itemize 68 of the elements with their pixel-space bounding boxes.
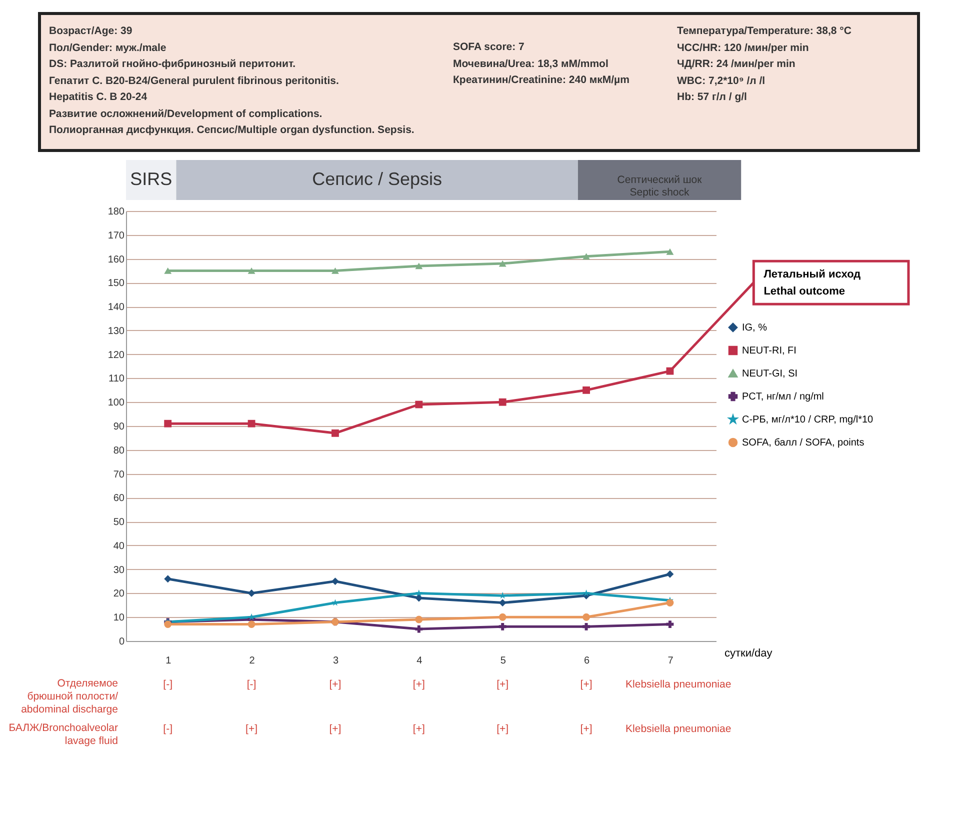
y-tick-label: 30 [113,564,125,576]
y-tick-label: 180 [108,206,125,218]
text: [+] [580,722,592,735]
text: [+] [329,722,342,735]
y-tick-label: 160 [108,254,125,266]
x-tick-label: 7 [668,656,674,666]
y-tick-label: 70 [113,469,125,480]
text: SOFA score: 7 [453,40,526,55]
text: SIRS [130,169,172,189]
text: [-] [163,722,173,735]
y-tick-label: 10 [113,612,125,624]
text: Klebsiella pneumoniae [626,678,732,690]
text: Температура/Temperature: 38,8 °C [677,24,852,39]
annotation: Летальный исход Lethal outcome [764,268,861,298]
text: [+] [412,722,425,735]
x-tick-label: 3 [332,656,339,666]
text: ЧСС/HR: 120 /мин/per min [677,40,810,56]
text: ЧД/RR: 24 /мин/per min [677,57,796,72]
text: DS: Разлитой гнойно-фибринозный перитонит. [49,57,297,72]
y-tick-label: 40 [113,540,125,552]
text: [+] [246,722,258,735]
text: Klebsiella pneumoniae [626,722,732,735]
text: Отделяемое брюшной полости/ abdominal discharge [21,677,118,716]
text: [+] [580,678,592,690]
text: БАЛЖ/Bronchoalveolar lavage fluid [8,722,118,747]
text: Мочевина/Urea: 18,3 мМ/mmol [453,56,610,72]
y-tick-label: 90 [113,422,125,432]
text: Креатинин/Creatinine: 240 мкМ/µm [453,73,630,88]
x-tick-label: 1 [166,656,172,666]
x-tick-label: 2 [249,656,256,666]
legend-label: SOFA, балл / SOFA, points [742,437,864,448]
text: [+] [412,678,425,690]
text: [+] [329,678,342,690]
y-tick-label: 170 [108,230,125,242]
legend-label: PCT, нг/мл / ng/ml [742,391,824,402]
text: Возраст/Age: 39 [49,24,134,39]
text: Септический шок Septic shock [617,174,702,198]
text: [-] [163,678,173,690]
legend-label: С-РБ, мг/л*10 / CRP, mg/l*10 [742,414,874,426]
legend-label: NEUT-RI, FI [742,345,796,356]
text: [-] [246,678,256,690]
text: Полиорганная дисфункция. Сепсис/Multiple organ dysfunction. Sepsis. [49,123,414,138]
legend-label: NEUT-GI, SI [742,368,798,380]
text: Гепатит С. В20-В24/General purulent fibrinous peritonitis. [49,74,340,88]
y-tick-label: 130 [108,326,125,337]
y-tick-label: 80 [113,445,125,456]
text: [+] [496,722,509,735]
x-axis-title: сутки/day [724,648,773,660]
text: Развитие осложнений/Development of complications. [49,106,324,122]
text: Пол/Gender: муж./male [49,40,168,56]
text: [+] [496,678,509,690]
text: WBC: 7,2*10⁹ /л /l [677,74,766,88]
y-tick-label: 150 [108,278,125,290]
y-tick-label: 60 [113,493,125,504]
text: Hb: 57 г/л / g/l [677,90,748,105]
x-tick-label: 6 [584,656,590,666]
text: Hepatitis C. B 20-24 [49,90,148,105]
x-tick-label: 5 [500,656,506,666]
y-tick-label: 110 [108,374,125,385]
y-tick-label: 50 [113,517,125,528]
y-tick-label: 100 [108,398,125,409]
y-tick-label: 120 [108,350,125,361]
text: Сепсис / Sepsis [312,169,442,189]
legend-label: IG, % [742,322,768,334]
y-tick-label: 0 [118,636,125,648]
y-tick-label: 140 [108,302,125,314]
x-tick-label: 4 [416,656,423,666]
y-tick-label: 20 [113,588,125,600]
